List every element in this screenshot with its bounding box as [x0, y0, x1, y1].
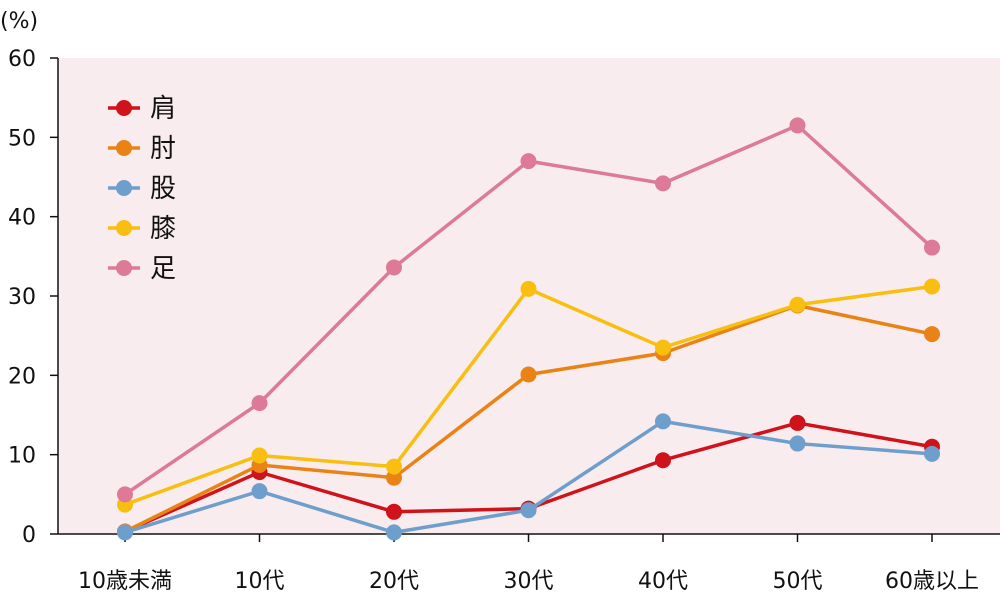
data-point	[117, 524, 133, 541]
y-axis: 0 10 20 30 40 50 60	[8, 47, 59, 548]
legend-marker	[116, 260, 132, 276]
legend-label: 膝	[150, 214, 176, 244]
data-point	[789, 435, 806, 452]
data-point	[789, 414, 806, 431]
data-point	[924, 326, 940, 343]
x-tick-label: 50代	[773, 569, 823, 594]
data-point	[789, 296, 806, 313]
y-tick-label: 50	[8, 126, 36, 151]
data-point	[924, 445, 940, 462]
data-point	[386, 458, 402, 475]
legend-item: 肩	[108, 94, 176, 124]
data-point	[655, 175, 671, 192]
series-足	[117, 117, 940, 503]
data-point	[386, 469, 402, 486]
y-tick-label: 60	[8, 47, 36, 72]
data-point	[655, 413, 671, 430]
legend-label: 股	[150, 174, 176, 204]
y-tick-label: 10	[8, 444, 36, 469]
data-point	[386, 524, 402, 541]
x-tick-label: 20代	[369, 569, 419, 594]
data-point	[924, 239, 940, 256]
data-point	[251, 447, 268, 464]
data-point	[386, 259, 402, 276]
x-tick-label: 40代	[638, 569, 688, 594]
data-point	[520, 280, 537, 297]
data-point	[655, 452, 671, 469]
series-膝	[117, 278, 940, 513]
y-tick-label: 20	[8, 364, 36, 389]
series-股	[117, 413, 940, 541]
y-tick-label: 40	[8, 206, 36, 231]
legend-item: 膝	[108, 214, 176, 244]
legend-item: 股	[108, 174, 176, 204]
legend-item: 足	[108, 254, 176, 284]
legend-marker	[116, 220, 132, 236]
y-tick-label: 0	[22, 523, 36, 548]
data-point	[924, 278, 940, 295]
y-tick-label: 30	[8, 285, 36, 310]
x-axis: 10歳未満 10代 20代 30代 40代 50代 60歳以上	[58, 533, 1000, 594]
legend-marker	[116, 100, 132, 116]
legend-marker	[116, 180, 132, 196]
data-point	[789, 117, 806, 134]
data-point	[520, 153, 537, 170]
data-point	[386, 503, 402, 520]
data-point	[251, 395, 268, 412]
data-point	[520, 502, 537, 519]
x-tick-label: 60歳以上	[885, 569, 979, 594]
legend-marker	[116, 140, 132, 156]
data-point	[655, 339, 671, 356]
data-point	[251, 483, 268, 500]
data-point	[117, 486, 133, 503]
legend-item: 肘	[108, 134, 176, 164]
data-point	[520, 366, 537, 383]
series-lines	[117, 117, 940, 541]
legend-label: 足	[150, 254, 176, 284]
legend-label: 肘	[150, 134, 176, 164]
y-axis-unit-label: (%)	[0, 9, 38, 34]
x-tick-label: 10歳未満	[78, 569, 172, 594]
legend-label: 肩	[150, 94, 176, 124]
x-tick-label: 10代	[235, 569, 285, 594]
x-tick-label: 30代	[504, 569, 554, 594]
